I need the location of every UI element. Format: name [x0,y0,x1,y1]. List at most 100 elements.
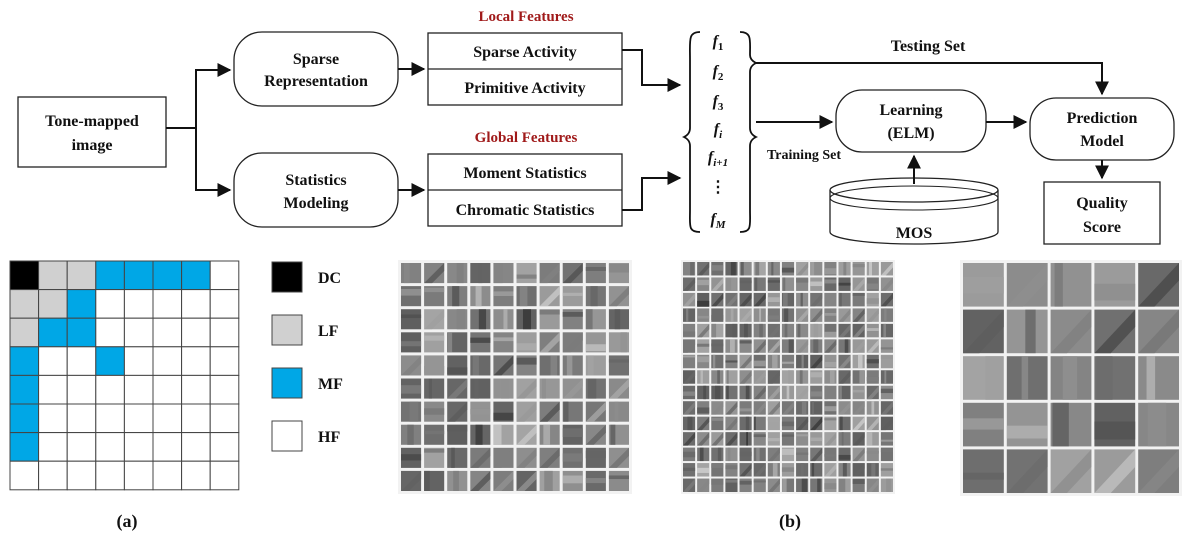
dictionary-atom [683,385,696,400]
dictionary-atom [781,478,795,492]
dictionary-atom [838,292,851,307]
dictionary-atom [852,432,865,446]
dictionary-atom [725,339,738,353]
quality-node-line2: Score [1083,219,1121,236]
dct-cell [181,432,211,462]
dictionary-atom [516,447,537,468]
dct-cell [9,403,40,434]
dictionary-atom [824,432,837,446]
dct-cell [209,432,240,462]
dictionary-atom [697,277,710,291]
dictionary-atoms-10x10 [398,260,632,494]
dictionary-atom [725,478,738,492]
dictionary-atom [539,355,560,376]
dictionary-atom [796,385,809,400]
dictionary-atom [739,463,752,477]
feature-symbol: ⋮ [710,179,726,196]
feature-symbol: f3 [713,93,724,113]
dct-cell [152,260,183,291]
dct-cell [38,289,68,319]
dictionary-atom [562,378,583,399]
dct-cell [38,460,68,491]
dct-cell [38,432,68,462]
dictionary-atom [866,323,879,338]
input-node: Tone-mapped image [17,96,167,168]
training-set-label: Training Set [767,148,841,163]
dictionary-atom [852,262,865,276]
dictionary-atom [810,432,823,446]
dictionary-atom [1006,356,1048,400]
dct-cell [152,346,183,376]
dct-cell [181,403,211,434]
dictionary-atom [470,470,491,491]
dictionary-atom [824,401,837,415]
feature-vector-left-brace [681,31,701,233]
dictionary-atom [470,286,491,307]
dictionary-atom [585,401,606,422]
sparse-node-line1: Sparse [293,51,339,68]
dct-cell [123,346,154,376]
dictionary-atom [493,309,514,330]
feature-symbol: fM [710,211,726,231]
statistics-node-line2: Modeling [284,195,349,212]
dictionary-atom [838,385,851,400]
dictionary-atom [725,416,738,431]
feature-moment-statistics: Moment Statistics [463,165,586,182]
dictionary-atom [852,323,865,338]
dct-cell [181,289,211,319]
learning-elm-node: Learning (ELM) [835,89,987,153]
dictionary-atom [753,262,766,276]
dct-cell [123,403,154,434]
dictionary-atom [796,463,809,477]
prediction-node-line2: Model [1080,133,1124,150]
dictionary-atom [608,447,629,468]
dictionary-atom [866,432,879,446]
dct-cell [209,317,240,348]
dictionary-atom [683,447,696,462]
caption-a: (a) [117,511,138,532]
dictionary-atom [739,262,752,276]
dct-cell [123,260,154,291]
dictionary-atom [711,463,724,477]
dct-cell [66,346,97,376]
dictionary-atom [880,370,893,384]
dictionary-atom [470,355,491,376]
dictionary-atom [753,401,766,415]
dictionary-atom [880,478,893,492]
dct-cell [152,374,183,405]
dictionary-atom [608,332,629,353]
dictionary-atom [447,470,468,491]
dct-frequency-grid [9,260,240,491]
dictionary-atom [725,385,738,400]
dictionary-atom [1094,449,1136,493]
dictionary-atom [725,463,738,477]
prediction-node-line1: Prediction [1067,110,1138,127]
dictionary-atom [725,277,738,291]
dct-cell [9,260,40,291]
dictionary-atom [838,308,851,322]
dictionary-atom [810,478,823,492]
dictionary-atom [838,277,851,291]
dictionary-atom [516,332,537,353]
dictionary-atom [1006,309,1048,354]
dictionary-atom [824,339,837,353]
input-node-line2: image [72,137,113,154]
dictionary-atom [880,463,893,477]
dct-cell [123,289,154,319]
dictionary-atom [767,308,780,322]
dictionary-atom [493,332,514,353]
dictionary-atom [1138,449,1179,493]
dct-cell [9,317,40,348]
dictionary-atom [1050,402,1092,447]
dictionary-atom [424,401,445,422]
dictionary-atom [608,424,629,445]
dictionary-atom [725,292,738,307]
dictionary-atom [824,354,837,369]
dictionary-atom [739,277,752,291]
dct-cell [38,317,68,348]
dictionary-atom [608,355,629,376]
dictionary-atom [470,378,491,399]
dictionary-atom [470,447,491,468]
dictionary-atom [1006,449,1048,493]
testing-set-label: Testing Set [891,38,966,55]
